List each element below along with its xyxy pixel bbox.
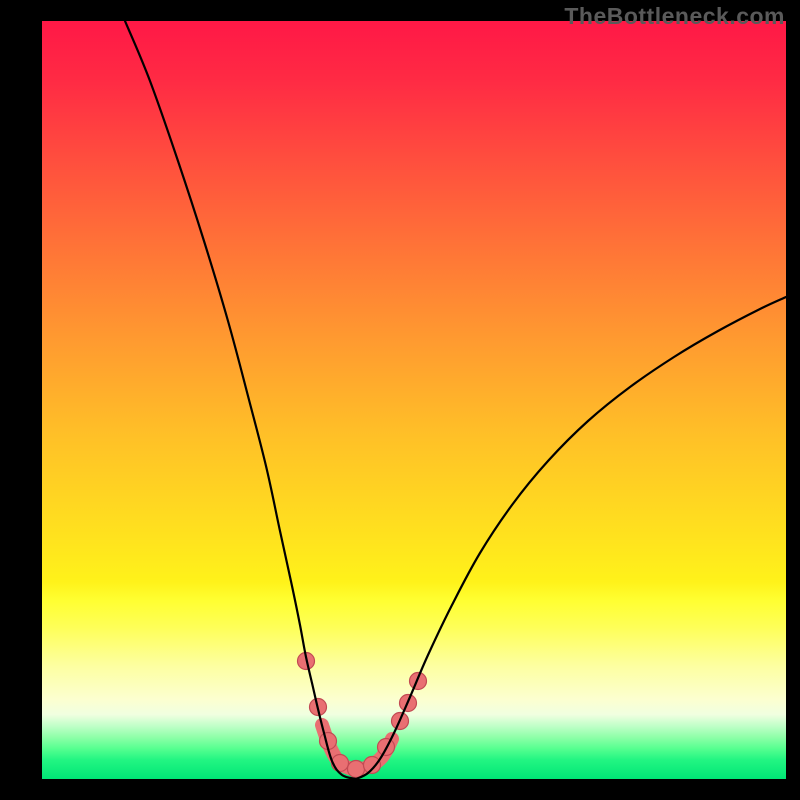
data-point-marker [364, 757, 381, 774]
bottleneck-curve-right [356, 297, 786, 779]
bottleneck-curve-left [125, 21, 356, 779]
plot-area [42, 21, 786, 779]
data-point-marker [410, 673, 427, 690]
bottleneck-chart: TheBottleneck.com [0, 0, 800, 800]
data-point-marker [348, 761, 365, 778]
curves-layer [42, 21, 786, 779]
watermark-text: TheBottleneck.com [564, 3, 785, 30]
